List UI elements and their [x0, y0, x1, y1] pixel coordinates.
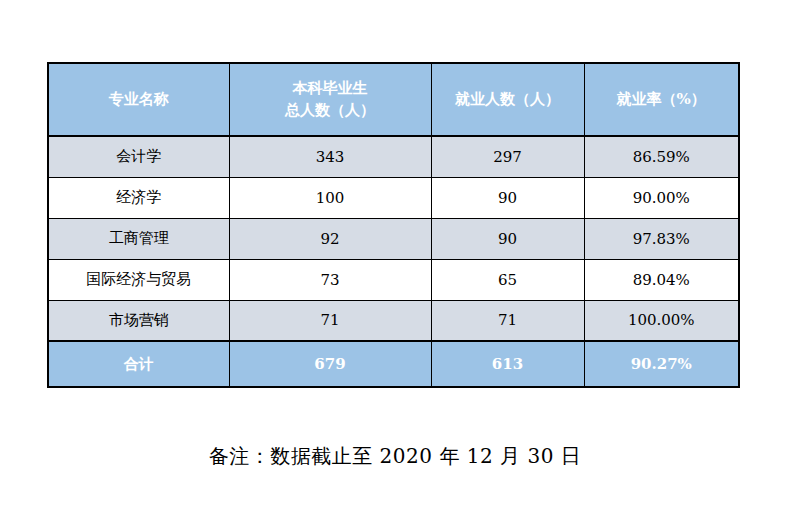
col-header-major: 专业名称: [48, 63, 229, 136]
cell-rate: 89.04%: [584, 259, 739, 300]
cell-major: 经济学: [48, 177, 229, 218]
col-header-employed: 就业人数（人）: [431, 63, 584, 136]
cell-employed: 297: [431, 136, 584, 177]
footnote: 备注：数据截止至 2020 年 12 月 30 日: [0, 443, 790, 470]
cell-employed: 71: [431, 300, 584, 341]
cell-rate: 86.59%: [584, 136, 739, 177]
table-total-row: 合计 679 613 90.27%: [48, 341, 739, 387]
cell-total: 92: [229, 218, 431, 259]
cell-employed: 65: [431, 259, 584, 300]
cell-rate: 90.00%: [584, 177, 739, 218]
cell-major: 会计学: [48, 136, 229, 177]
cell-rate: 97.83%: [584, 218, 739, 259]
cell-employed: 90: [431, 177, 584, 218]
cell-major: 工商管理: [48, 218, 229, 259]
table-row: 国际经济与贸易 73 65 89.04%: [48, 259, 739, 300]
table-row: 经济学 100 90 90.00%: [48, 177, 739, 218]
cell-rate: 100.00%: [584, 300, 739, 341]
cell-major: 国际经济与贸易: [48, 259, 229, 300]
cell-total-employed: 613: [431, 341, 584, 387]
table-row: 工商管理 92 90 97.83%: [48, 218, 739, 259]
col-header-total-graduates: 本科毕业生 总人数（人）: [229, 63, 431, 136]
table-row: 会计学 343 297 86.59%: [48, 136, 739, 177]
table-row: 市场营销 71 71 100.00%: [48, 300, 739, 341]
cell-major: 市场营销: [48, 300, 229, 341]
cell-total-graduates: 679: [229, 341, 431, 387]
cell-employed: 90: [431, 218, 584, 259]
cell-total-rate: 90.27%: [584, 341, 739, 387]
cell-total: 71: [229, 300, 431, 341]
cell-total-label: 合计: [48, 341, 229, 387]
cell-total: 100: [229, 177, 431, 218]
table-header-row: 专业名称 本科毕业生 总人数（人） 就业人数（人） 就业率（%）: [48, 63, 739, 136]
col-header-employment-rate: 就业率（%）: [584, 63, 739, 136]
employment-stats-table-wrap: 专业名称 本科毕业生 总人数（人） 就业人数（人） 就业率（%） 会计学 343…: [47, 62, 738, 388]
cell-total: 73: [229, 259, 431, 300]
cell-total: 343: [229, 136, 431, 177]
employment-stats-table: 专业名称 本科毕业生 总人数（人） 就业人数（人） 就业率（%） 会计学 343…: [47, 62, 740, 388]
